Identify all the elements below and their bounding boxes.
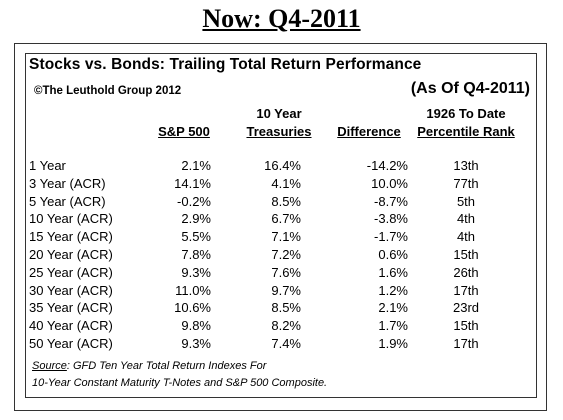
difference-cell: 2.1% (378, 300, 408, 316)
rank-cell: 5th (456, 193, 476, 209)
period-cell: 5 Year (ACR) (29, 193, 106, 209)
rank-cell: 17th (453, 335, 479, 351)
treasuries-cell: 8.5% (271, 300, 301, 316)
rank-cell: 23rd (452, 300, 480, 316)
source-note: Source: GFD Ten Year Total Return Indexe… (32, 358, 327, 392)
difference-cell: -14.2% (366, 158, 408, 173)
period-cell: 35 Year (ACR) (29, 300, 113, 316)
period-cell: 10 Year (ACR) (29, 211, 113, 227)
sp500-cell: 7.8% (181, 246, 211, 262)
sp500-cell: 11.0% (175, 282, 211, 298)
table-title: Stocks vs. Bonds: Trailing Total Return … (29, 56, 422, 73)
outer-frame (14, 43, 547, 411)
as-of-label: (As Of Q4-2011) (410, 80, 530, 97)
rank-cell: 4th (456, 229, 476, 245)
treasuries-cell: 8.5% (271, 193, 301, 209)
period-cell: 1 Year (29, 158, 66, 173)
difference-cell: 1.7% (378, 318, 408, 334)
table-row: 40 Year (ACR) 9.8% 8.2% 1.7% 15th (26, 317, 536, 335)
treasuries-cell: 9.7% (271, 282, 301, 298)
sp500-cell: 2.1% (181, 158, 211, 173)
sp500-cell: 14.1% (174, 175, 211, 191)
sp500-cell: 5.5% (181, 229, 211, 245)
source-text: : GFD Ten Year Total Return Indexes For (66, 360, 267, 372)
period-cell: 50 Year (ACR) (29, 335, 113, 351)
rank-cell: 4th (456, 211, 476, 227)
header-percentile-rank: 1926 To Date Percentile Rank (417, 106, 515, 139)
table-row: 3 Year (ACR) 14.1% 4.1% 10.0% 77th (26, 175, 536, 193)
difference-cell: -3.8% (374, 211, 408, 227)
treasuries-cell: 7.1% (271, 229, 301, 245)
period-cell: 40 Year (ACR) (29, 318, 113, 334)
treasuries-cell: 6.7% (271, 211, 301, 227)
table-row: 1 Year 2.1% 16.4% -14.2% 13th (26, 157, 536, 175)
period-cell: 25 Year (ACR) (29, 264, 113, 280)
period-cell: 3 Year (ACR) (29, 175, 106, 191)
difference-cell: 0.6% (378, 246, 408, 262)
rank-cell: 26th (453, 264, 479, 280)
table-row: 15 Year (ACR) 5.5% 7.1% -1.7% 4th (26, 228, 536, 246)
treasuries-cell: 7.2% (271, 246, 301, 262)
header-treasuries: 10 Year Treasuries (246, 106, 312, 139)
sp500-cell: 9.8% (181, 318, 211, 334)
sp500-cell: -0.2% (177, 193, 211, 209)
source-line-2: 10-Year Constant Maturity T-Notes and S&… (32, 377, 328, 389)
difference-cell: 1.2% (378, 282, 408, 298)
difference-cell: 1.9% (378, 335, 408, 351)
period-cell: 15 Year (ACR) (29, 229, 113, 245)
table-row: 10 Year (ACR) 2.9% 6.7% -3.8% 4th (26, 210, 536, 228)
treasuries-cell: 4.1% (271, 175, 301, 191)
table-row: 35 Year (ACR) 10.6% 8.5% 2.1% 23rd (26, 299, 536, 317)
difference-cell: 10.0% (371, 175, 408, 191)
difference-cell: -1.7% (374, 229, 408, 245)
period-cell: 20 Year (ACR) (29, 246, 113, 262)
header-sp500: S&P 500 (158, 124, 210, 139)
period-cell: 30 Year (ACR) (29, 282, 113, 298)
table-row: 25 Year (ACR) 9.3% 7.6% 1.6% 26th (26, 264, 536, 282)
table-body: 1 Year 2.1% 16.4% -14.2% 13th 3 Year (AC… (26, 157, 536, 353)
sp500-cell: 2.9% (181, 211, 211, 227)
header-difference: Difference (337, 124, 401, 139)
table-row: 50 Year (ACR) 9.3% 7.4% 1.9% 17th (26, 335, 536, 353)
copyright-label: ©The Leuthold Group 2012 (34, 85, 182, 97)
performance-table: Stocks vs. Bonds: Trailing Total Return … (25, 53, 537, 398)
treasuries-cell: 7.6% (271, 264, 301, 280)
table-row: 5 Year (ACR) -0.2% 8.5% -8.7% 5th (26, 193, 536, 211)
treasuries-cell: 7.4% (271, 335, 301, 351)
rank-cell: 13th (453, 158, 479, 173)
sp500-cell: 10.6% (174, 300, 211, 316)
difference-cell: -8.7% (374, 193, 408, 209)
table-row: 30 Year (ACR) 11.0% 9.7% 1.2% 17th (26, 282, 536, 300)
sp500-cell: 9.3% (181, 335, 211, 351)
difference-cell: 1.6% (378, 264, 408, 280)
rank-cell: 17th (453, 282, 479, 298)
source-label: Source (32, 360, 67, 372)
rank-cell: 15th (453, 318, 479, 334)
treasuries-cell: 8.2% (271, 318, 301, 334)
sp500-cell: 9.3% (181, 264, 211, 280)
treasuries-cell: 16.4% (264, 158, 301, 173)
page-title: Now: Q4-2011 (202, 4, 361, 33)
table-row: 20 Year (ACR) 7.8% 7.2% 0.6% 15th (26, 246, 536, 264)
rank-cell: 15th (453, 246, 479, 262)
source-line-1: Source: GFD Ten Year Total Return Indexe… (32, 358, 327, 375)
rank-cell: 77th (453, 175, 479, 191)
